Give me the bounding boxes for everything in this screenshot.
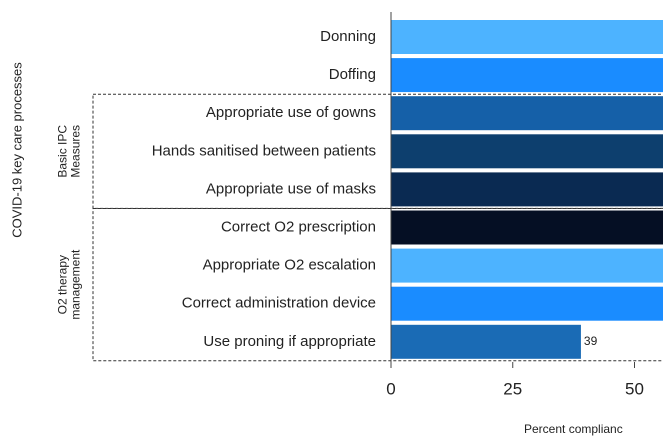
- x-axis-title: Percent complianc: [524, 422, 623, 436]
- group-box: [92, 208, 663, 362]
- y-tick-label: Appropriate use of masks: [206, 180, 376, 197]
- x-tick-label: 0: [386, 379, 395, 398]
- group-box: [92, 93, 663, 209]
- bar: [391, 58, 663, 93]
- y-tick-label: Appropriate use of gowns: [206, 104, 376, 121]
- bar: [391, 210, 663, 245]
- x-tick-label: 25: [503, 379, 522, 398]
- x-tick-label: 50: [625, 379, 644, 398]
- value-label: 39: [584, 334, 598, 348]
- bar: [391, 20, 663, 54]
- bar: [391, 96, 663, 131]
- y-tick-label: Hands sanitised between patients: [152, 142, 376, 159]
- y-tick-label: Correct O2 prescription: [221, 218, 376, 235]
- y-tick-label: Doffing: [329, 66, 376, 83]
- y-tick-label: Appropriate O2 escalation: [203, 257, 376, 274]
- y-tick-label: Donning: [320, 28, 376, 45]
- y-axis-title: COVID-19 key care processes: [9, 62, 24, 238]
- group-label: Basic IPCMeasures: [56, 125, 83, 178]
- bar: [391, 172, 663, 207]
- bar: [391, 324, 581, 359]
- bar: [391, 248, 663, 283]
- bar: [391, 286, 663, 321]
- bar: [391, 134, 663, 169]
- y-tick-label: Use proning if appropriate: [203, 333, 376, 350]
- y-tick-label: Correct administration device: [182, 295, 376, 312]
- group-label: O2 therapymanagement: [56, 249, 83, 320]
